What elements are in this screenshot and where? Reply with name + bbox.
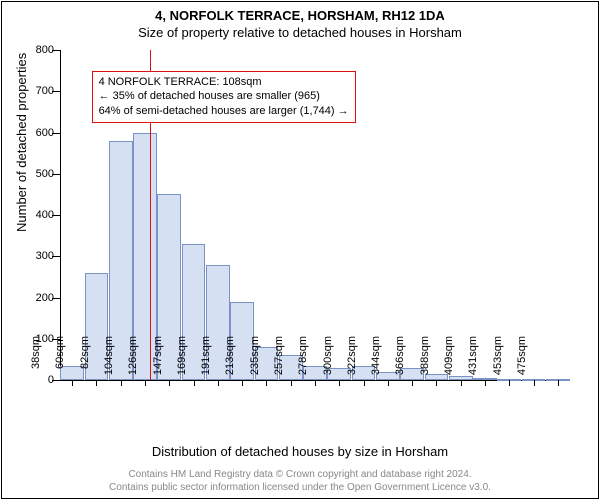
annotation-line: ← 35% of detached houses are smaller (96…: [99, 89, 349, 104]
chart-area: 010020030040050060070080038sqm60sqm82sqm…: [60, 50, 570, 420]
y-tick-label: 200: [14, 292, 54, 304]
x-tick: [461, 380, 462, 386]
x-tick: [412, 380, 413, 386]
plot-area: 010020030040050060070080038sqm60sqm82sqm…: [60, 50, 570, 380]
footer: Contains HM Land Registry data © Crown c…: [2, 468, 598, 494]
y-tick-label: 400: [14, 209, 54, 221]
x-tick: [509, 380, 510, 386]
x-axis-label: Distribution of detached houses by size …: [2, 444, 598, 459]
x-tick: [388, 380, 389, 386]
x-tick: [364, 380, 365, 386]
annotation-line: 4 NORFOLK TERRACE: 108sqm: [99, 75, 349, 90]
x-tick-label: 366sqm: [394, 336, 406, 386]
x-tick: [242, 380, 243, 386]
x-tick: [485, 380, 486, 386]
x-tick-label: 300sqm: [322, 336, 334, 386]
x-tick-label: 82sqm: [79, 336, 91, 386]
x-tick: [534, 380, 535, 386]
x-tick: [96, 380, 97, 386]
y-tick-label: 300: [14, 250, 54, 262]
y-tick-label: 600: [14, 127, 54, 139]
x-tick-label: 38sqm: [30, 336, 42, 386]
x-tick: [218, 380, 219, 386]
x-tick-label: 147sqm: [152, 336, 164, 386]
x-tick: [436, 380, 437, 386]
page-container: 4, NORFOLK TERRACE, HORSHAM, RH12 1DA Si…: [1, 1, 599, 499]
x-tick: [194, 380, 195, 386]
x-tick-label: 213sqm: [224, 336, 236, 386]
x-tick-label: 60sqm: [54, 336, 66, 386]
x-tick-label: 169sqm: [176, 336, 188, 386]
x-tick: [339, 380, 340, 386]
y-axis: [60, 50, 61, 380]
y-axis-label: Number of detached properties: [14, 53, 29, 232]
y-tick-label: 700: [14, 85, 54, 97]
x-tick: [145, 380, 146, 386]
x-tick-label: 475sqm: [516, 336, 528, 386]
page-title: 4, NORFOLK TERRACE, HORSHAM, RH12 1DA: [2, 8, 598, 23]
x-tick: [266, 380, 267, 386]
y-tick-label: 800: [14, 44, 54, 56]
page-subtitle: Size of property relative to detached ho…: [2, 25, 598, 40]
y-tick-label: 500: [14, 168, 54, 180]
x-tick-label: 126sqm: [127, 336, 139, 386]
x-tick-label: 278sqm: [297, 336, 309, 386]
annotation-line: 64% of semi-detached houses are larger (…: [99, 104, 349, 119]
x-tick: [315, 380, 316, 386]
x-tick: [558, 380, 559, 386]
x-tick-label: 409sqm: [443, 336, 455, 386]
footer-line2: Contains public sector information licen…: [2, 481, 598, 494]
x-tick-label: 344sqm: [370, 336, 382, 386]
x-tick-label: 431sqm: [467, 336, 479, 386]
x-tick-label: 235sqm: [249, 336, 261, 386]
x-tick-label: 322sqm: [346, 336, 358, 386]
x-tick: [72, 380, 73, 386]
x-tick: [121, 380, 122, 386]
x-tick-label: 257sqm: [273, 336, 285, 386]
x-tick-label: 453sqm: [492, 336, 504, 386]
x-tick: [169, 380, 170, 386]
x-tick: [291, 380, 292, 386]
footer-line1: Contains HM Land Registry data © Crown c…: [2, 468, 598, 481]
x-tick-label: 104sqm: [103, 336, 115, 386]
x-tick-label: 191sqm: [200, 336, 212, 386]
x-tick-label: 388sqm: [419, 336, 431, 386]
annotation-box: 4 NORFOLK TERRACE: 108sqm← 35% of detach…: [92, 71, 356, 124]
